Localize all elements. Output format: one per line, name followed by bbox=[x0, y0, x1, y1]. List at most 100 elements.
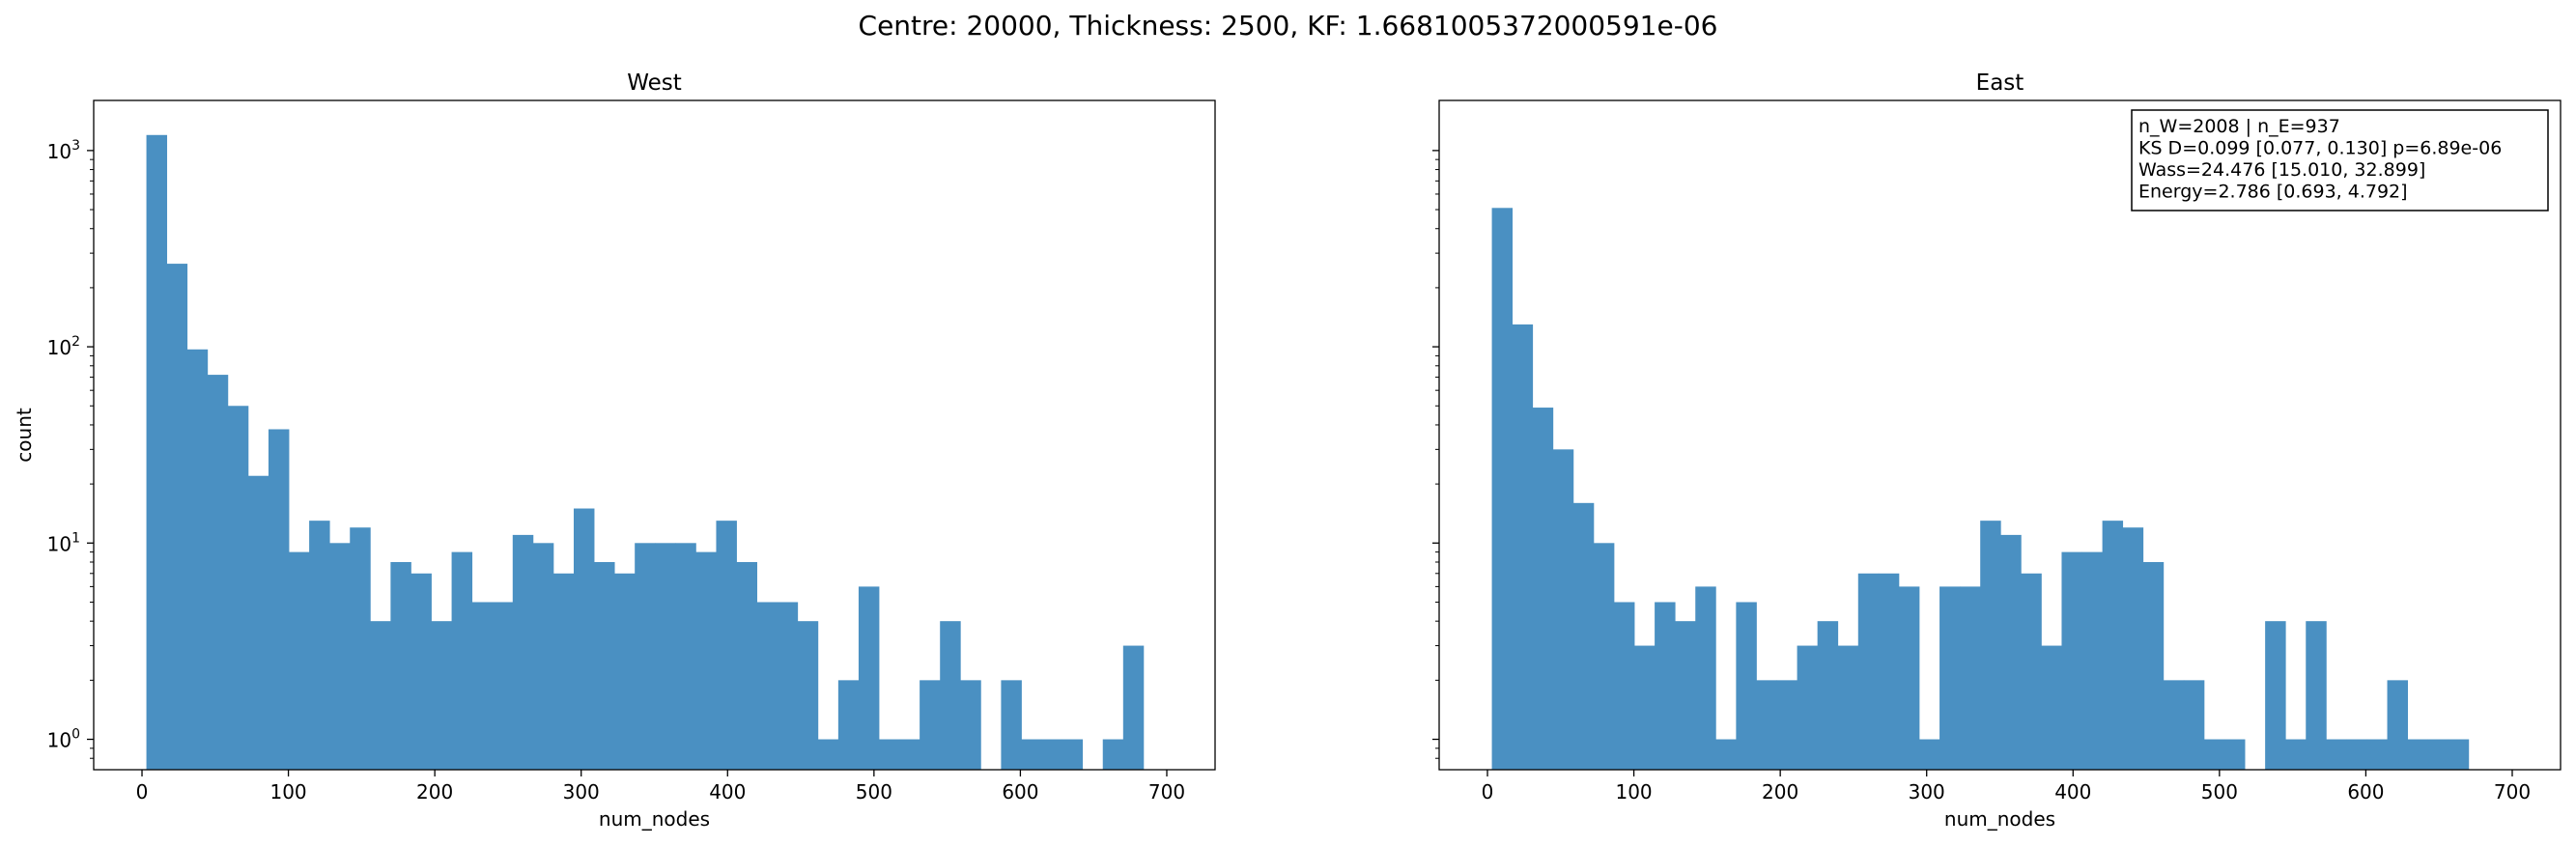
histogram-bar bbox=[2122, 527, 2144, 770]
histogram-bar bbox=[2285, 739, 2307, 770]
histogram-bar bbox=[207, 375, 229, 770]
histogram-bar bbox=[777, 602, 799, 770]
histogram-bar bbox=[858, 586, 880, 770]
x-tick-label: 100 bbox=[1615, 780, 1652, 804]
histogram-bar bbox=[1776, 680, 1798, 770]
stats-annotation-line: Energy=2.786 [0.693, 4.792] bbox=[2138, 182, 2408, 203]
histogram-bars bbox=[1491, 208, 2470, 770]
x-tick-label: 200 bbox=[416, 780, 453, 804]
x-tick-label: 300 bbox=[563, 780, 600, 804]
axes-frame bbox=[1438, 99, 2562, 771]
histogram-bar bbox=[1655, 602, 1676, 770]
histogram-bar bbox=[2061, 551, 2082, 770]
histogram-bar bbox=[2000, 534, 2022, 770]
histogram-bar bbox=[1041, 739, 1063, 770]
histogram-bar bbox=[2041, 645, 2062, 770]
stats-annotation-line: KS D=0.099 [0.077, 0.130] p=6.89e-06 bbox=[2138, 138, 2502, 159]
x-tick-label: 500 bbox=[856, 780, 892, 804]
histogram-bar bbox=[1634, 645, 1656, 770]
histogram-bar bbox=[1878, 573, 1900, 770]
x-tick-label: 500 bbox=[2201, 780, 2238, 804]
histogram-bar bbox=[1695, 586, 1716, 770]
axes-frame bbox=[93, 99, 1216, 771]
stats-annotation-box bbox=[2131, 109, 2549, 212]
histogram-bar bbox=[797, 621, 819, 770]
histogram-bar bbox=[1001, 680, 1022, 770]
histogram-bar bbox=[2183, 680, 2205, 770]
x-tick-label: 0 bbox=[1482, 780, 1494, 804]
histogram-bar bbox=[329, 543, 351, 770]
histogram-bar bbox=[655, 543, 676, 770]
histogram-bar bbox=[1756, 680, 1777, 770]
histogram-bar bbox=[471, 602, 494, 770]
histogram-bar bbox=[431, 621, 452, 770]
histogram-bar bbox=[736, 561, 757, 770]
histogram-bar bbox=[1898, 586, 1920, 770]
x-tick-label: 700 bbox=[1148, 780, 1185, 804]
histogram-bar bbox=[1572, 502, 1595, 770]
histogram-bar bbox=[166, 264, 188, 770]
histogram-bar bbox=[2407, 739, 2429, 770]
histogram-bar bbox=[2224, 739, 2246, 770]
histogram-bar bbox=[920, 680, 941, 770]
histogram-bar bbox=[716, 521, 737, 770]
histogram-bar bbox=[1675, 621, 1696, 770]
histogram-bar bbox=[817, 739, 839, 770]
x-tick-label: 700 bbox=[2494, 780, 2531, 804]
west-panel: 0 100 200 300 400 500 600 700 100 101 102 103 West nu… bbox=[13, 70, 1216, 831]
histogram-bar bbox=[635, 543, 656, 770]
histogram-bar bbox=[2306, 621, 2327, 770]
histogram-bar bbox=[370, 621, 391, 770]
histogram-bar bbox=[2203, 739, 2225, 770]
histogram-bar bbox=[552, 573, 575, 770]
histogram-bar bbox=[247, 475, 269, 770]
histogram-bar bbox=[695, 551, 717, 770]
histogram-bar bbox=[451, 551, 473, 770]
histogram-bar bbox=[1532, 408, 1554, 770]
histogram-bar bbox=[390, 561, 411, 770]
stats-annotation-line: Wass=24.476 [15.010, 32.899] bbox=[2138, 159, 2425, 181]
x-tick-label: 0 bbox=[136, 780, 149, 804]
east-panel: 0 100 200 300 400 500 600 700 East num_nodes n_W=2… bbox=[1432, 70, 2562, 831]
x-tick-label: 400 bbox=[709, 780, 746, 804]
x-tick-label: 400 bbox=[2054, 780, 2091, 804]
histogram-bar bbox=[614, 573, 636, 770]
histogram-bar bbox=[1960, 586, 1981, 770]
x-tick-label: 300 bbox=[1909, 780, 1945, 804]
figure-title: Centre: 20000, Thickness: 2500, KF: 1.66… bbox=[858, 10, 1718, 42]
histogram-bar bbox=[594, 561, 615, 770]
histogram-bar bbox=[1736, 602, 1757, 770]
y-tick-label: 103 bbox=[47, 138, 80, 163]
x-axis-label: num_nodes bbox=[1944, 807, 2055, 831]
x-axis-label: num_nodes bbox=[599, 807, 710, 831]
stats-annotation-line: n_W=2008 | n_E=937 bbox=[2138, 116, 2340, 137]
histogram-bar bbox=[1797, 645, 1819, 770]
histogram-bar bbox=[1939, 586, 1961, 770]
panel-title: East bbox=[1976, 70, 2024, 96]
histogram-bar bbox=[1102, 739, 1124, 770]
histogram-bar bbox=[1593, 543, 1615, 770]
histogram-bar bbox=[289, 551, 310, 770]
histogram-bar bbox=[2163, 680, 2185, 770]
histogram-bar bbox=[410, 573, 432, 770]
histogram-bar bbox=[899, 739, 920, 770]
histogram-bar bbox=[1062, 739, 1084, 770]
histogram-bar bbox=[227, 406, 249, 770]
histogram-bar bbox=[837, 680, 860, 770]
x-tick-label: 600 bbox=[2347, 780, 2384, 804]
histogram-bar bbox=[146, 134, 168, 771]
panel-title: West bbox=[627, 70, 682, 96]
histogram-bar bbox=[573, 508, 595, 770]
histogram-bar bbox=[2021, 573, 2042, 770]
histogram-bar bbox=[2387, 680, 2409, 770]
histogram-bar bbox=[1122, 645, 1145, 770]
histogram-bar bbox=[2448, 739, 2470, 770]
histogram-bar bbox=[268, 429, 290, 770]
histogram-bar bbox=[309, 521, 330, 770]
histogram-bar bbox=[350, 527, 371, 770]
histogram-bar bbox=[492, 602, 514, 770]
x-tick-label: 600 bbox=[1002, 780, 1038, 804]
histogram-bar bbox=[1552, 449, 1574, 770]
histogram-bar bbox=[2081, 551, 2103, 770]
histogram-bar bbox=[675, 543, 696, 770]
